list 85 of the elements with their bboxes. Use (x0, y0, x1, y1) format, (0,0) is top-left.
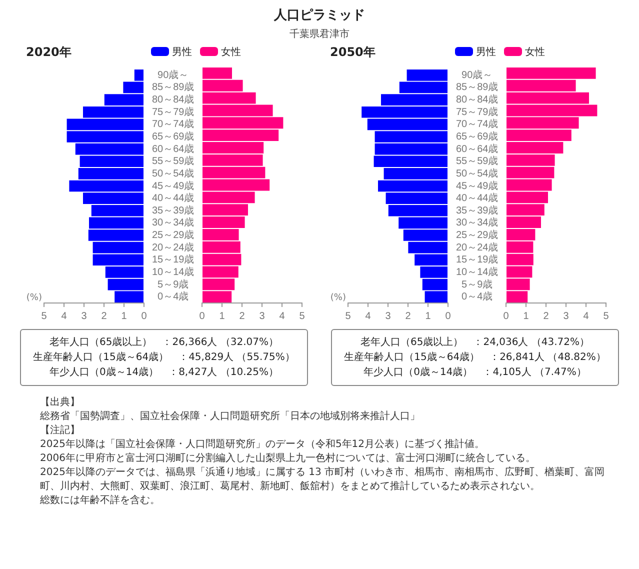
y-tick-label: 85～89歳 (456, 81, 498, 94)
y-tick-label: 15～19歳 (152, 254, 194, 266)
y-tick-label: 30～34歳 (456, 216, 498, 229)
text: 年少人口（0歳～14歳） ：4,105人 （7.47%） (362, 366, 588, 380)
text: 2006年に甲府市と富士河口湖町に分割編入した山梨県上九一色村については、富士河口湖町に統合している。 (40, 452, 536, 466)
x-tick-label: 0 (199, 310, 206, 322)
x-tick-label: 3 (259, 310, 266, 322)
y-tick-label: 25～29歳 (152, 229, 194, 242)
text: 2025年以降は「国立社会保障・人口問題研究所」のデータ（令和5年12月公表）に基づく推計値。 (40, 438, 486, 452)
text: 総務省「国勢調査」、国立社会保障・人口問題研究所「日本の地域別将来推計人口」 (40, 410, 421, 424)
y-tick-label: 90歳～ (462, 68, 493, 81)
y-tick-label: 40～44歳 (152, 192, 194, 204)
y-tick-label: 45～49歳 (152, 180, 194, 192)
legend-label: 女性 (220, 46, 241, 59)
x-tick-label: 3 (385, 310, 392, 322)
y-tick-label: 20～24歳 (152, 241, 194, 254)
text: 【出典】 (40, 396, 81, 410)
y-tick-label: 65～69歳 (456, 130, 498, 142)
x-tick-label: 3 (563, 310, 570, 322)
text: 千葉県君津市 (288, 28, 350, 41)
x-axis-title: (%) (26, 292, 42, 303)
x-tick-label: 1 (219, 310, 226, 322)
x-tick-label: 5 (41, 310, 48, 322)
y-tick-label: 80～84歳 (152, 94, 194, 106)
x-axis-title: (%) (330, 292, 346, 303)
x-tick-label: 0 (141, 310, 148, 322)
y-tick-label: 20～24歳 (456, 241, 498, 254)
x-tick-label: 4 (583, 310, 590, 322)
x-tick-label: 0 (503, 310, 510, 322)
x-tick-label: 1 (523, 310, 530, 322)
x-tick-label: 4 (61, 310, 68, 322)
x-tick-label: 5 (603, 310, 610, 322)
text: 生産年齢人口（15歳～64歳） ：26,841人 （48.82%） (343, 350, 607, 365)
x-tick-label: 2 (405, 310, 412, 322)
text: 老年人口（65歳以上） ：24,036人 （43.72%） (359, 336, 591, 350)
text: 2025年以降のデータでは、福島県「浜通り地域」に属する 13 市町村（いわき市、相馬市、南相馬市、広野町、楢葉町、富岡町、川内村、大熊町、双葉町、浪江町、葛尾村、新地町、飯舘村）をまとめて推計しているため表示されない。 (40, 466, 606, 494)
y-tick-label: 60～64歳 (152, 142, 194, 155)
legend-label: 男性 (171, 46, 192, 59)
y-tick-label: 30～34歳 (152, 216, 194, 229)
x-tick-label: 1 (121, 310, 128, 322)
text: 【注記】 (40, 424, 81, 438)
y-tick-label: 80～84歳 (456, 94, 498, 106)
text: 人口ピラミッド (272, 7, 366, 24)
y-tick-label: 75～79歳 (456, 106, 498, 118)
y-tick-label: 50～54歳 (152, 167, 194, 180)
chart-title: 2050年 (330, 44, 376, 61)
text: 年少人口（0歳～14歳） ：8,427人 （10.25%） (48, 366, 280, 380)
y-tick-label: 60～64歳 (456, 142, 498, 155)
x-tick-label: 2 (239, 310, 246, 322)
x-tick-label: 1 (425, 310, 432, 322)
y-tick-label: 0～4歳 (462, 290, 493, 303)
y-tick-label: 50～54歳 (456, 167, 498, 180)
x-tick-label: 2 (543, 310, 550, 322)
y-tick-label: 5～9歳 (158, 278, 189, 290)
legend-label: 男性 (475, 46, 496, 59)
text: 老年人口（65歳以上） ：26,366人 （32.07%） (48, 336, 280, 350)
text: 生産年齢人口（15歳～64歳） ：45,829人 （55.75%） (32, 350, 296, 365)
chart-title: 2020年 (26, 44, 72, 61)
y-tick-label: 40～44歳 (456, 192, 498, 204)
y-tick-label: 15～19歳 (456, 254, 498, 266)
x-tick-label: 2 (101, 310, 108, 322)
x-tick-label: 4 (279, 310, 286, 322)
legend-label: 女性 (524, 46, 545, 59)
y-tick-label: 10～14歳 (152, 266, 194, 278)
y-tick-label: 85～89歳 (152, 81, 194, 94)
y-tick-label: 55～59歳 (456, 155, 498, 168)
y-tick-label: 90歳～ (158, 68, 189, 81)
y-tick-label: 10～14歳 (456, 266, 498, 278)
y-tick-label: 70～74歳 (456, 118, 498, 130)
text: 総数には年齢不詳を含む。 (40, 494, 161, 508)
y-tick-label: 70～74歳 (152, 118, 194, 130)
y-tick-label: 35～39歳 (456, 204, 498, 216)
y-tick-label: 5～9歳 (462, 278, 493, 290)
y-tick-label: 25～29歳 (456, 229, 498, 242)
x-tick-label: 5 (345, 310, 352, 322)
y-tick-label: 0～4歳 (158, 290, 189, 303)
y-tick-label: 75～79歳 (152, 106, 194, 118)
y-tick-label: 55～59歳 (152, 155, 194, 168)
x-tick-label: 0 (445, 310, 452, 322)
y-tick-label: 35～39歳 (152, 204, 194, 216)
x-tick-label: 4 (365, 310, 372, 322)
x-tick-label: 3 (81, 310, 88, 322)
y-tick-label: 65～69歳 (152, 130, 194, 142)
y-tick-label: 45～49歳 (456, 180, 498, 192)
x-tick-label: 5 (299, 310, 306, 322)
